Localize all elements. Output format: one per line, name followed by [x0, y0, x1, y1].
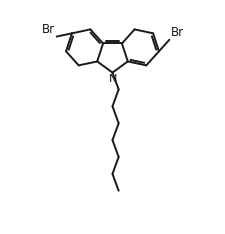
Text: N: N: [109, 74, 118, 84]
Text: Br: Br: [42, 23, 55, 36]
Text: Br: Br: [171, 26, 184, 39]
